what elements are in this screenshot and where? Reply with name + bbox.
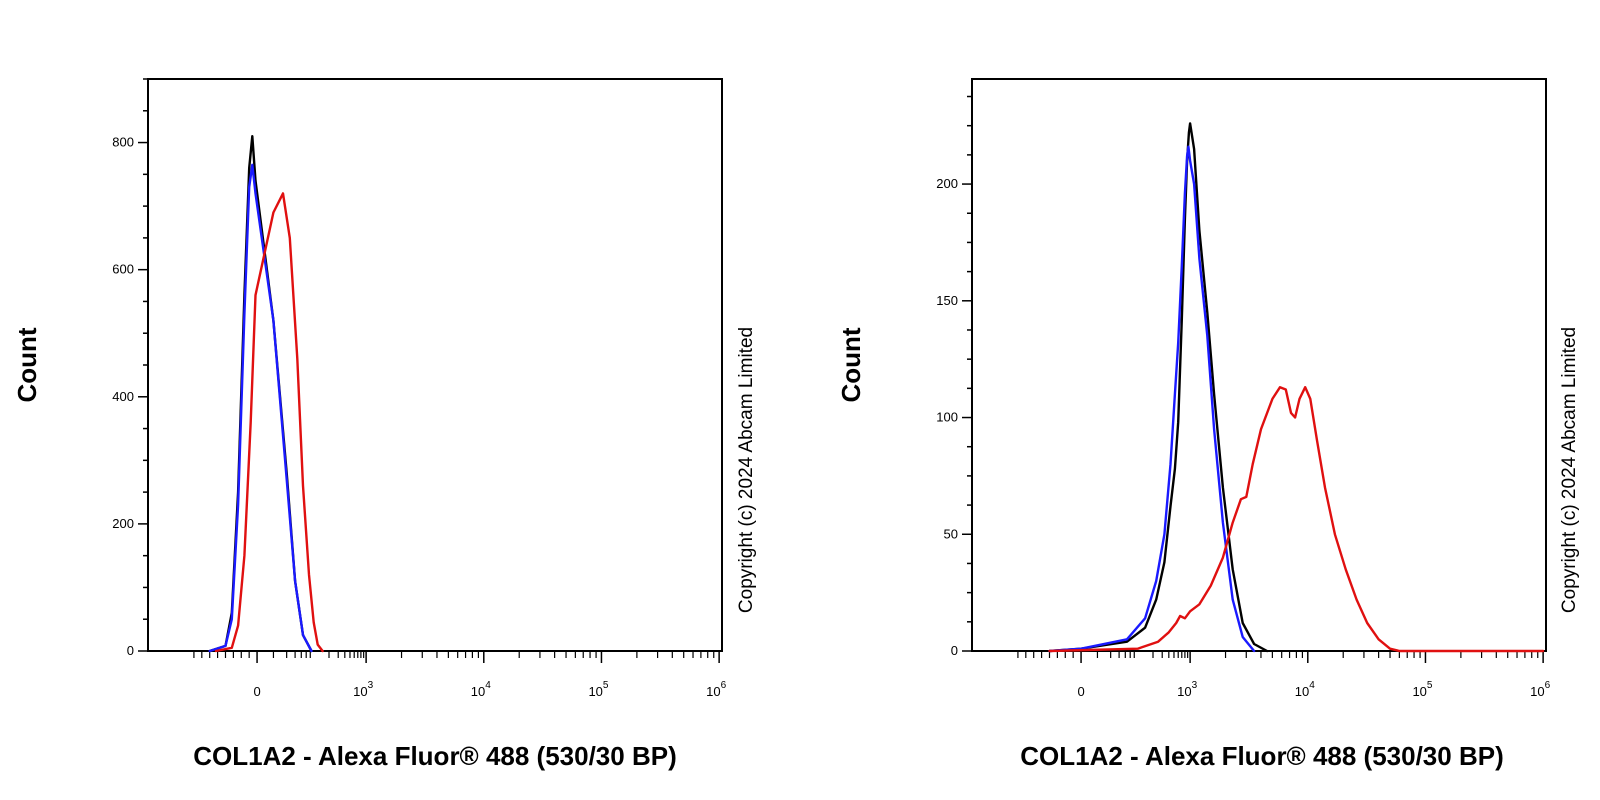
x-tick-label: 104 [1295,680,1315,699]
x-tick-label: 105 [588,680,608,699]
histogram-series-1 [208,134,313,653]
x-tick-exponent: 6 [1545,680,1551,691]
histogram-series-2 [208,163,313,653]
x-tick-base: 10 [1412,684,1426,699]
x-axis: 0 103 104 105 106 [1017,651,1551,699]
y-tick-label: 800 [112,135,134,150]
y-axis-title: Count [12,327,42,402]
y-tick-label: 400 [112,389,134,404]
y-axis: 0 50 100 150 200 [936,95,972,658]
histogram-series-2 [1048,145,1256,653]
x-tick-base: 10 [1530,684,1544,699]
x-tick-exponent: 6 [721,680,727,691]
x-tick-exponent: 4 [485,680,491,691]
x-tick-label: 106 [1530,680,1550,699]
x-tick-exponent: 5 [603,680,609,691]
x-tick-label: 104 [471,680,491,699]
x-tick-exponent: 5 [1427,680,1433,691]
y-tick-label: 200 [936,176,958,191]
x-tick-base: 0 [1077,684,1084,699]
x-tick-label: 106 [706,680,726,699]
copyright-notice: Copyright (c) 2024 Abcam Limited [736,327,757,613]
y-axis-title: Count [836,327,866,402]
x-tick-label: 103 [353,680,373,699]
x-tick-exponent: 4 [1309,680,1315,691]
x-axis-title: COL1A2 - Alexa Fluor® 488 (530/30 BP) [1020,741,1503,771]
histogram-series-3 [1048,386,1545,653]
x-tick-label: 0 [253,684,260,699]
x-tick-base: 10 [353,684,367,699]
x-axis-title: COL1A2 - Alexa Fluor® 488 (530/30 BP) [193,741,676,771]
x-tick-base: 10 [588,684,602,699]
plot-frame [971,78,1547,652]
x-tick-base: 10 [1295,684,1309,699]
x-axis: 0 103 104 105 106 [193,651,727,699]
x-tick-label: 0 [1077,684,1084,699]
y-tick-label: 0 [127,643,134,658]
x-tick-exponent: 3 [368,680,374,691]
x-tick-exponent: 3 [1192,680,1198,691]
y-tick-label: 50 [944,526,958,541]
y-tick-label: 600 [112,262,134,277]
x-tick-label: 103 [1177,680,1197,699]
y-tick-label: 150 [936,293,958,308]
y-tick-label: 0 [951,643,958,658]
x-tick-base: 0 [253,684,260,699]
histogram-series-3 [214,192,324,653]
x-tick-label: 105 [1412,680,1432,699]
y-tick-label: 100 [936,410,958,425]
x-tick-base: 10 [471,684,485,699]
copyright-notice: Copyright (c) 2024 Abcam Limited [1559,327,1580,613]
x-tick-base: 10 [706,684,720,699]
x-tick-base: 10 [1177,684,1191,699]
y-tick-label: 200 [112,516,134,531]
y-axis: 0 200 400 600 800 [112,78,148,658]
